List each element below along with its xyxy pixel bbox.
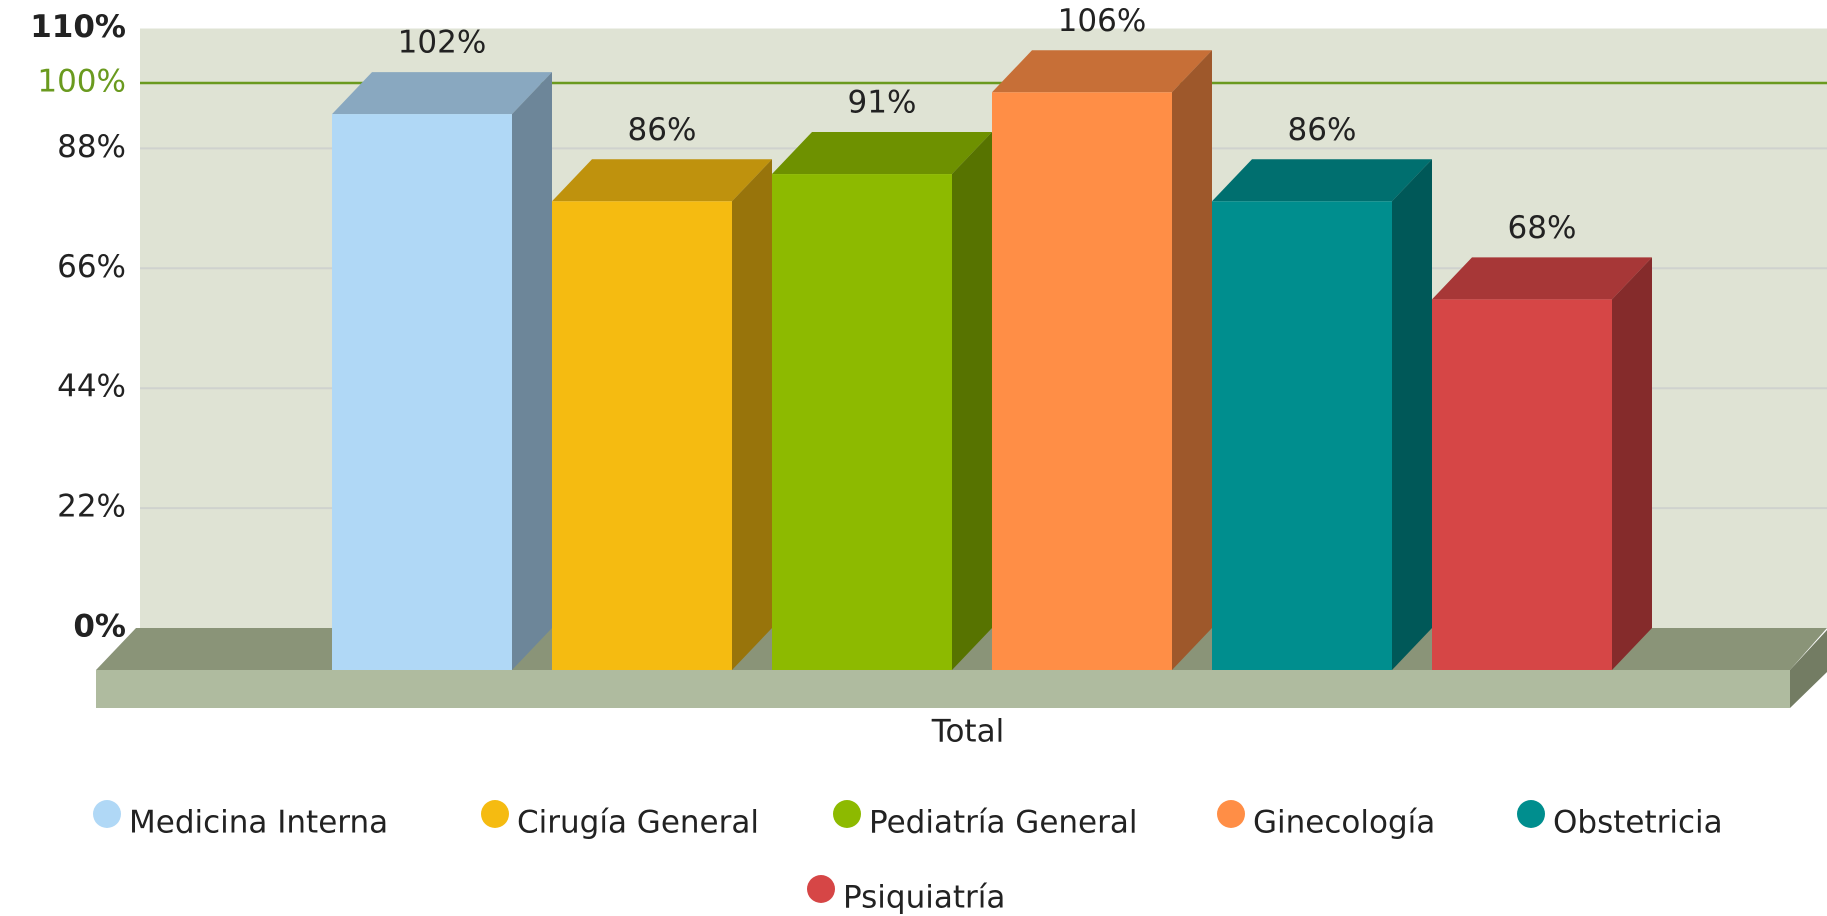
- bar-side: [1172, 50, 1212, 671]
- x-axis-label: Total: [931, 714, 1004, 750]
- bar: [1212, 201, 1392, 671]
- bar-side: [512, 72, 552, 671]
- legend-marker: [93, 800, 121, 828]
- bar-top: [772, 132, 992, 175]
- bar: [772, 174, 952, 671]
- legend-label: Cirugía General: [517, 805, 759, 841]
- y-tick-label: 22%: [57, 489, 126, 525]
- legend-marker: [481, 800, 509, 828]
- legend-label: Ginecología: [1253, 805, 1435, 841]
- legend-label: Psiquiatría: [843, 880, 1005, 916]
- legend-marker: [833, 800, 861, 828]
- y-tick-label: 44%: [57, 369, 126, 405]
- floor-side: [1790, 630, 1827, 708]
- data-label: 68%: [1508, 210, 1577, 246]
- bar: [1432, 299, 1612, 670]
- legend-label: Medicina Interna: [129, 805, 388, 841]
- data-label: 106%: [1058, 3, 1147, 39]
- legend-marker: [1217, 800, 1245, 828]
- data-label: 91%: [848, 85, 917, 121]
- floor-front: [96, 670, 1790, 708]
- bar-side: [952, 132, 992, 671]
- bar-side: [1612, 257, 1652, 670]
- reference-line-label: 100%: [37, 64, 126, 100]
- legend-label: Pediatría General: [869, 805, 1137, 841]
- y-tick-label: 66%: [57, 249, 126, 285]
- legend-marker: [1517, 800, 1545, 828]
- bar-top: [1212, 159, 1432, 202]
- y-tick-label: 110%: [30, 9, 126, 45]
- bar-top: [992, 50, 1212, 93]
- data-label: 102%: [398, 25, 487, 61]
- bar: [992, 92, 1172, 671]
- bar-top: [552, 159, 772, 202]
- bar-top: [332, 72, 552, 115]
- y-tick-label: 88%: [57, 129, 126, 165]
- legend-marker: [807, 875, 835, 903]
- legend-label: Obstetricia: [1553, 805, 1723, 841]
- bar-top: [1432, 257, 1652, 300]
- data-label: 86%: [1288, 112, 1357, 148]
- y-tick-label: 0%: [73, 609, 126, 645]
- bar: [552, 201, 732, 671]
- bar: [332, 114, 512, 671]
- bar-side: [732, 159, 772, 671]
- data-label: 86%: [628, 112, 697, 148]
- bar-side: [1392, 159, 1432, 671]
